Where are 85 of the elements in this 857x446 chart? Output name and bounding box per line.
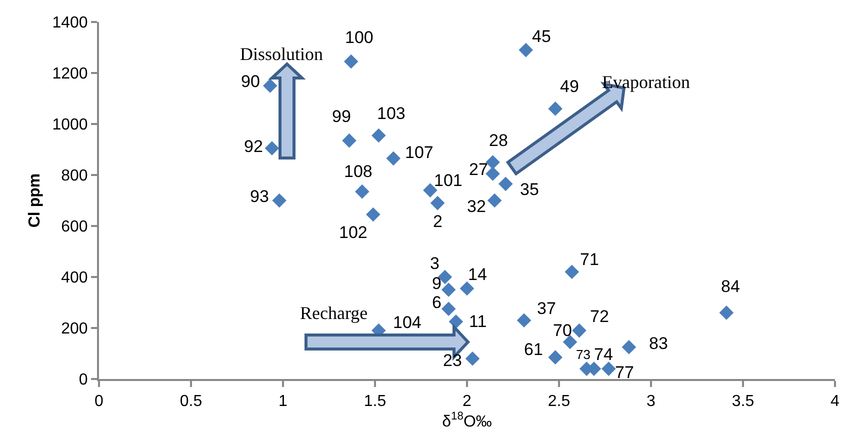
point xyxy=(354,184,370,199)
point xyxy=(548,350,562,364)
point xyxy=(430,196,445,210)
point xyxy=(264,141,280,156)
x-tick-label: 0 xyxy=(94,393,104,410)
annotation: 6 xyxy=(432,293,442,312)
annotation: 99 xyxy=(332,107,351,126)
annotation: 72 xyxy=(590,307,609,326)
annotation: 108 xyxy=(344,162,372,181)
annotation: 101 xyxy=(434,171,462,190)
annotation: 90 xyxy=(241,72,260,91)
x-tick-label: 2.5 xyxy=(548,393,570,410)
y-tick-label: 1000 xyxy=(52,116,88,134)
point xyxy=(441,302,456,316)
annotation: Dissolution xyxy=(240,44,324,64)
y-tick-label: 1400 xyxy=(52,14,88,32)
point xyxy=(498,176,513,192)
annotation: 9 xyxy=(432,274,442,293)
point xyxy=(518,42,534,58)
point xyxy=(272,193,286,208)
x-tick-label: 1.5 xyxy=(364,393,386,410)
annotation: 32 xyxy=(467,197,486,216)
point xyxy=(262,78,278,93)
point xyxy=(486,166,500,181)
x-tick-label: 3.5 xyxy=(732,393,754,410)
point xyxy=(448,314,464,329)
x-tick-label: 2 xyxy=(462,393,472,410)
y-tick-label: 600 xyxy=(61,218,88,236)
x-tick-label: 0.5 xyxy=(180,393,202,410)
annotation: 83 xyxy=(649,334,668,353)
annotation: 2 xyxy=(433,212,442,231)
annotation: 3 xyxy=(430,254,440,273)
point xyxy=(344,54,358,69)
point xyxy=(372,128,386,143)
annotation: Evaporation xyxy=(602,72,690,92)
point xyxy=(548,102,562,116)
point xyxy=(441,282,456,297)
x-axis-title: δ$^{18}$O‰ xyxy=(442,410,492,430)
annotation: 92 xyxy=(244,137,263,156)
annotation: 23 xyxy=(443,351,462,370)
annotation: 35 xyxy=(520,180,539,199)
x-tick-label: 1 xyxy=(278,393,288,410)
point xyxy=(342,133,356,148)
point xyxy=(465,351,480,366)
y-tick-label: 200 xyxy=(61,320,88,338)
annotation: 49 xyxy=(560,77,579,96)
y-axis-title: Cl ppm xyxy=(26,173,44,228)
y-tick-label: 400 xyxy=(61,270,88,287)
y-tick-label: 0 xyxy=(78,372,88,389)
point xyxy=(562,334,578,350)
y-tick-label: 800 xyxy=(61,168,88,185)
point xyxy=(564,264,580,280)
point xyxy=(460,281,474,296)
annotation: 71 xyxy=(580,250,599,269)
annotation: 28 xyxy=(489,131,508,150)
point xyxy=(386,151,401,166)
annotation: 11 xyxy=(469,312,487,331)
point xyxy=(487,193,502,208)
annotation: 77 xyxy=(615,363,634,382)
annotation: 93 xyxy=(250,187,269,206)
annotation: 104 xyxy=(393,313,422,332)
annotation: 37 xyxy=(537,299,556,318)
point xyxy=(486,155,500,170)
point xyxy=(516,313,532,328)
annotation: 84 xyxy=(721,277,740,296)
annotation: 100 xyxy=(345,28,374,47)
annotation: 14 xyxy=(468,265,487,284)
point xyxy=(719,306,734,320)
annotation: 61 xyxy=(524,340,543,359)
x-tick-label: 4 xyxy=(830,393,840,410)
point xyxy=(602,362,616,376)
annotation: 74 xyxy=(594,345,613,364)
annotation: 102 xyxy=(339,223,368,242)
annotation: 27 xyxy=(469,160,488,179)
annotation: 103 xyxy=(377,104,406,123)
y-tick-label: 1200 xyxy=(52,66,88,83)
point xyxy=(622,340,636,354)
annotation: 45 xyxy=(532,27,551,46)
point xyxy=(572,323,586,338)
annotation: 107 xyxy=(405,143,434,162)
x-tick-label: 3 xyxy=(646,393,656,410)
point xyxy=(366,207,380,222)
annotation: 70 xyxy=(553,321,572,340)
annotation: Recharge xyxy=(300,303,368,323)
annotation: 73 xyxy=(576,347,590,362)
